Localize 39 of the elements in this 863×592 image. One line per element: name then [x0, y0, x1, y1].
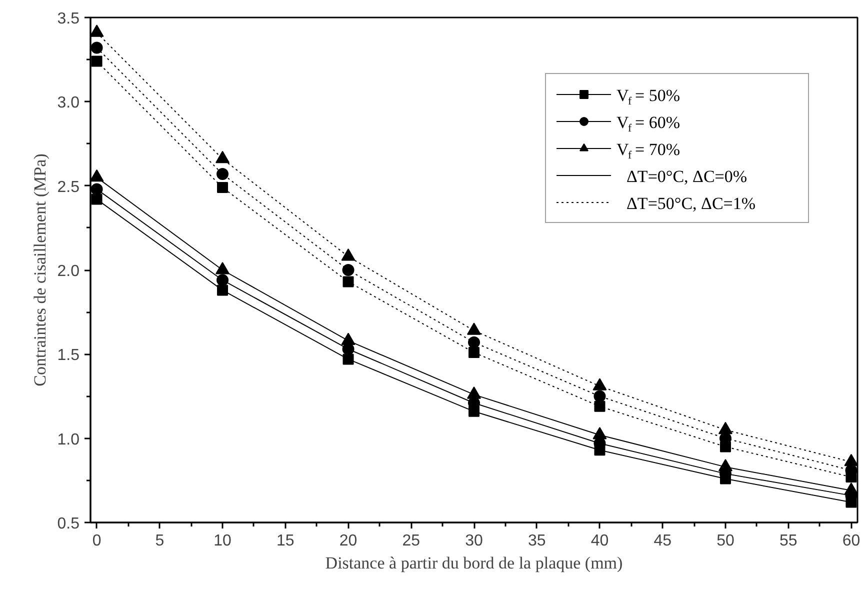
y-tick-label: 2.0: [57, 263, 80, 280]
x-tick-label: 10: [214, 532, 232, 550]
x-tick-label: 25: [402, 532, 420, 550]
y-tick-label: 0.5: [57, 516, 80, 532]
x-tick-label: 20: [339, 532, 358, 550]
annotation: ΔT=0°C, ΔC=0%: [626, 167, 748, 186]
y-tick-label: 3.0: [57, 94, 80, 112]
y-tick-label: 1.5: [57, 347, 80, 364]
x-tick-label: 55: [779, 532, 798, 550]
x-tick-label: 45: [654, 532, 672, 550]
annotation: ΔT=50°C, ΔC=1%: [626, 194, 756, 213]
x-tick-label: 40: [590, 532, 609, 550]
x-axis-title: Distance à partir du bord de la plaque (mm): [325, 554, 623, 572]
point: [342, 264, 354, 276]
x-tick-label: 5: [155, 532, 164, 550]
x-tick-label: 60: [842, 532, 860, 550]
x-tick-label: 30: [465, 532, 483, 550]
y-axis-title: Contraintes de cisaillement (MPa): [30, 154, 50, 386]
x-tick-label: 35: [528, 532, 546, 550]
point: [216, 168, 229, 180]
point: [468, 336, 480, 348]
point: [594, 400, 606, 412]
point: [342, 354, 354, 365]
point: [217, 284, 228, 296]
point: [90, 42, 103, 54]
x-tick-label: 0: [92, 532, 102, 550]
point: [90, 183, 103, 196]
point: [91, 194, 102, 205]
x-tick-label: 15: [276, 532, 294, 550]
x-tick-label: 50: [716, 532, 734, 550]
y-tick-label: 2.5: [57, 178, 80, 196]
y-tick-label: 1.0: [57, 431, 80, 448]
point: [216, 274, 229, 286]
point: [468, 346, 480, 358]
point: [91, 56, 102, 67]
point: [342, 276, 354, 288]
y-tick-label: 3.5: [57, 10, 80, 28]
point: [217, 182, 228, 194]
point: [594, 390, 606, 402]
